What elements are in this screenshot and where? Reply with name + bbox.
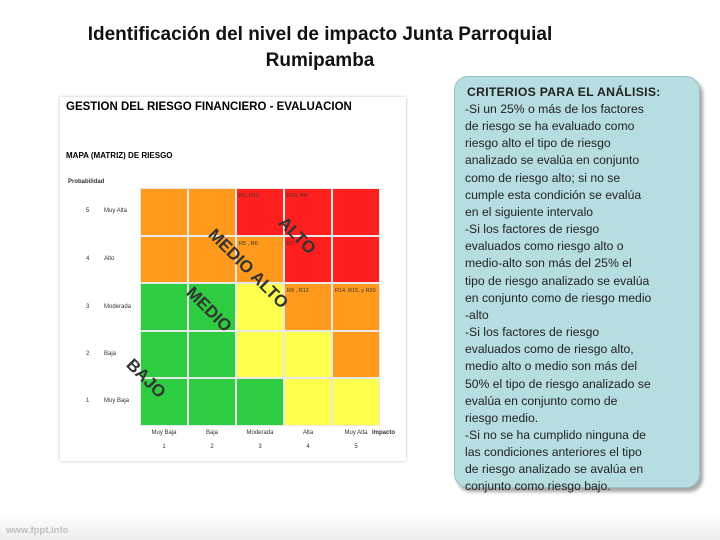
col-label: Moderada <box>246 430 274 436</box>
criteria-line: en el siguiente intervalo <box>465 204 594 219</box>
row-num: 3 <box>86 304 90 310</box>
matrix-cell <box>332 235 380 284</box>
slide-title-line1: Identificación del nivel de impacto Junt… <box>87 24 553 45</box>
row-label: Muy Alta <box>104 208 128 214</box>
risk-matrix-grid: R14, R15, y R20 R9 , R12 R7 R5 , R6 R10, R8 R… <box>86 188 395 450</box>
matrix-cell: R1, R11 <box>236 188 284 236</box>
matrix-cell <box>188 378 236 426</box>
criteria-line: -Si no se ha cumplido ninguna de <box>465 427 646 442</box>
matrix-cell: R14, R15, y R20 <box>332 283 380 331</box>
matrix-cell <box>236 283 284 331</box>
risk-matrix-image: GESTION DEL RIESGO FINANCIERO - EVALUACI… <box>60 97 406 461</box>
criteria-line: 50% el tipo de riesgo analizado se <box>465 376 651 391</box>
row-num: 5 <box>86 208 90 214</box>
criteria-line: conjunto como riesgo bajo. <box>465 479 611 494</box>
matrix-cell <box>140 283 188 331</box>
row-num: 1 <box>86 398 90 404</box>
matrix-cell <box>236 330 284 379</box>
matrix-cell <box>140 378 188 426</box>
cell-risk-ids: R9 , R12 <box>287 288 309 295</box>
footer-logo: www.fppt.info <box>6 525 69 536</box>
col-num: 1 <box>162 444 166 450</box>
matrix-cell <box>140 330 188 379</box>
cell-risk-ids: R14, R15, y R20 <box>335 288 376 295</box>
criteria-line: tipo de riesgo analizado se evalúa <box>465 273 650 288</box>
matrix-cell <box>140 235 188 284</box>
criteria-line: -Si un 25% o más de los factores <box>465 102 644 116</box>
slide-title-line2: Rumipamba <box>265 50 375 71</box>
criteria-line: evaluados como riesgo alto o <box>465 239 624 254</box>
matrix-cell <box>332 188 380 236</box>
matrix-cell <box>332 330 380 379</box>
matrix-cell <box>332 378 380 426</box>
slide-title: Identificación del nivel de impacto Junt… <box>40 22 600 74</box>
matrix-cell: R7 <box>284 235 332 284</box>
row-label: Muy Baja <box>104 398 130 404</box>
col-label: Muy Alta <box>344 430 368 436</box>
footer-band <box>0 514 720 540</box>
cell-risk-ids: R1, R11 <box>239 193 259 199</box>
col-num: 3 <box>258 444 262 450</box>
criteria-callout: CRITERIOS PARA EL ANÁLISIS: -Si un 25% o… <box>454 76 700 493</box>
probability-header: Probabilidad <box>68 179 105 185</box>
criteria-line: evalúa en conjunto como de <box>465 393 618 408</box>
col-num: 5 <box>354 444 358 450</box>
col-label: Baja <box>205 430 218 436</box>
matrix-panel-title: GESTION DEL RIESGO FINANCIERO - EVALUACI… <box>66 101 352 113</box>
matrix-cell <box>284 378 332 426</box>
criteria-line: riesgo medio. <box>465 410 539 425</box>
criteria-line: evaluados como de riesgo alto, <box>465 342 634 357</box>
row-num: 4 <box>86 256 90 262</box>
impact-header: Impacto <box>372 430 396 436</box>
criteria-line: de riesgo analizado se avalúa en <box>465 462 644 477</box>
matrix-map-title: MAPA (MATRIZ) DE RIESGO <box>66 151 173 160</box>
row-label: Moderada <box>104 304 132 310</box>
cell-risk-ids: R5 , R6 <box>239 240 258 247</box>
matrix-cell <box>140 188 188 236</box>
criteria-line: analizado se evalúa en conjunto <box>465 153 640 168</box>
matrix-cell: R5 , R6 <box>236 235 284 284</box>
matrix-cell <box>284 330 332 379</box>
criteria-title: CRITERIOS PARA EL ANÁLISIS: <box>467 85 661 99</box>
col-num: 2 <box>210 444 214 450</box>
col-num: 4 <box>306 444 310 450</box>
row-label: Alto <box>104 256 115 262</box>
criteria-line: medio alto o medio son más del <box>465 359 638 374</box>
matrix-cell: R9 , R12 <box>284 283 332 331</box>
criteria-line: riesgo alto el tipo de riesgo <box>465 136 611 151</box>
matrix-cell <box>188 188 236 236</box>
row-label: Baja <box>104 351 117 357</box>
criteria-line: medio-alto son más del 25% el <box>465 256 632 271</box>
col-label: Alta <box>302 430 314 436</box>
matrix-cell <box>188 330 236 379</box>
matrix-cell <box>188 283 236 331</box>
row-num: 2 <box>86 351 90 357</box>
criteria-body: -Si un 25% o más de los factores de riesg… <box>465 101 691 496</box>
criteria-line: como de riesgo alto; si no se <box>465 170 621 185</box>
criteria-line: -alto <box>465 307 489 322</box>
criteria-line: -Si los factores de riesgo <box>465 325 600 340</box>
criteria-line: en conjunto como de riesgo medio <box>465 290 652 305</box>
matrix-cell: R10, R8 <box>284 188 332 236</box>
matrix-cell <box>236 378 284 426</box>
criteria-line: -Si los factores de riesgo <box>465 222 600 237</box>
criteria-line: de riesgo se ha evaluado como <box>465 119 635 134</box>
col-label: Muy Baja <box>151 430 177 436</box>
matrix-cell <box>188 235 236 284</box>
criteria-line: cumple esta condición se evalúa <box>465 187 642 202</box>
criteria-line: las condiciones anteriores el tipo <box>465 445 642 460</box>
cell-risk-ids: R10, R8 <box>287 193 308 199</box>
cell-risk-ids: R7 <box>287 240 295 247</box>
